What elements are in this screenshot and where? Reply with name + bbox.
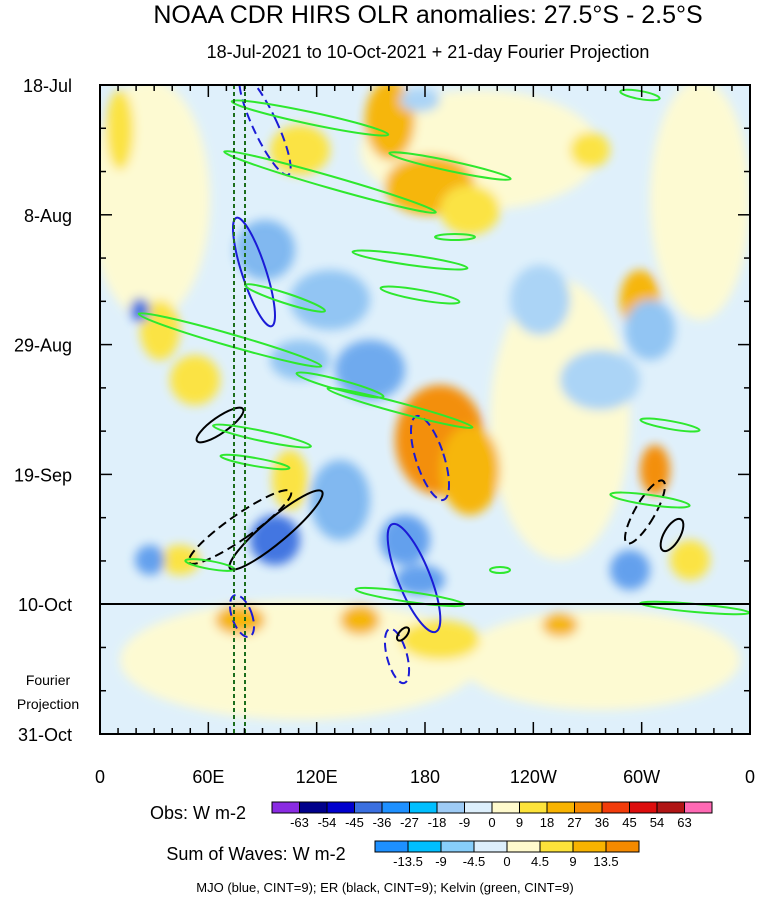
colorbar-label: 13.5	[593, 854, 618, 869]
colorbar-label: -45	[345, 815, 364, 830]
colorbar-label: -36	[373, 815, 392, 830]
chart-title: NOAA CDR HIRS OLR anomalies: 27.5°S - 2.…	[153, 1, 702, 29]
wave-colorbar: -13.5 -9 -4.5 0 4.5 9 13.5	[374, 840, 640, 869]
colorbar-box	[440, 840, 475, 853]
colorbar-box	[381, 801, 410, 814]
colorbar-label: 54	[650, 815, 664, 830]
colorbar-box	[271, 801, 300, 814]
colorbar-box	[519, 801, 548, 814]
colorbar-box	[546, 801, 575, 814]
x-tick-label: 60E	[192, 767, 224, 787]
colorbar-box	[464, 801, 493, 814]
colorbar-box	[684, 801, 713, 814]
colorbar-box	[539, 840, 574, 853]
colorbar-label: -13.5	[393, 854, 423, 869]
colorbar-label: 0	[488, 815, 495, 830]
colorbar-label: 0	[503, 854, 510, 869]
x-tick-label: 0	[745, 767, 755, 787]
colorbar-box	[374, 840, 409, 853]
colorbar-label: 9	[516, 815, 523, 830]
colorbar-label: -9	[459, 815, 471, 830]
x-axis: 0 60E 120E 180 120W 60W 0	[95, 85, 755, 787]
colorbar-box	[574, 801, 603, 814]
colorbar-label: -4.5	[463, 854, 485, 869]
colorbar-box	[572, 840, 607, 853]
colorbar-box	[409, 801, 438, 814]
projection-label-line2: Projection	[17, 696, 79, 712]
colorbar-box	[299, 801, 328, 814]
colorbar-label: -9	[435, 854, 447, 869]
colorbar-label: 9	[569, 854, 576, 869]
colorbar-box	[629, 801, 658, 814]
chart-subtitle: 18-Jul-2021 to 10-Oct-2021 + 21-day Four…	[207, 42, 650, 62]
x-tick-label: 120E	[296, 767, 338, 787]
y-tick-label: 29-Aug	[14, 336, 72, 356]
colorbar-label: 4.5	[531, 854, 549, 869]
projection-label-line1: Fourier	[26, 672, 71, 688]
obs-colorbar: -63 -54 -45 -36 -27 -18 -9 0 9 18 27 36 45 54 63	[271, 801, 713, 830]
colorbar-label: 27	[567, 815, 581, 830]
colorbar-label: -54	[318, 815, 337, 830]
x-tick-label: 120W	[510, 767, 557, 787]
colorbar-box	[506, 840, 541, 853]
contour-legend-note: MJO (blue, CINT=9); ER (black, CINT=9); …	[196, 880, 573, 895]
colorbar-label: -63	[290, 815, 309, 830]
y-tick-label: 31-Oct	[18, 725, 72, 745]
colorbar-box	[491, 801, 520, 814]
x-tick-label: 60W	[623, 767, 660, 787]
colorbar-box	[407, 840, 442, 853]
colorbar-box	[656, 801, 685, 814]
obs-colorbar-title: Obs: W m-2	[150, 803, 246, 823]
wave-colorbar-title: Sum of Waves: W m-2	[166, 844, 345, 864]
y-tick-label: 10-Oct	[18, 595, 72, 615]
heatmap-field	[100, 85, 750, 734]
y-tick-label: 8-Aug	[24, 206, 72, 226]
y-axis: 18-Jul 8-Aug 29-Aug 19-Sep 10-Oct 31-Oct	[14, 76, 750, 745]
colorbar-box	[601, 801, 630, 814]
colorbar-box	[605, 840, 640, 853]
colorbar-label: 36	[595, 815, 609, 830]
x-tick-label: 0	[95, 767, 105, 787]
colorbar-label: 45	[622, 815, 636, 830]
colorbar-label: -18	[428, 815, 447, 830]
colorbar-box	[326, 801, 355, 814]
y-tick-label: 19-Sep	[14, 465, 72, 485]
colorbar-box	[473, 840, 508, 853]
colorbar-box	[436, 801, 465, 814]
colorbar-label: 63	[677, 815, 691, 830]
colorbar-label: 18	[540, 815, 554, 830]
colorbar-box	[354, 801, 383, 814]
y-tick-label: 18-Jul	[23, 76, 72, 96]
x-tick-label: 180	[410, 767, 440, 787]
colorbar-label: -27	[400, 815, 419, 830]
